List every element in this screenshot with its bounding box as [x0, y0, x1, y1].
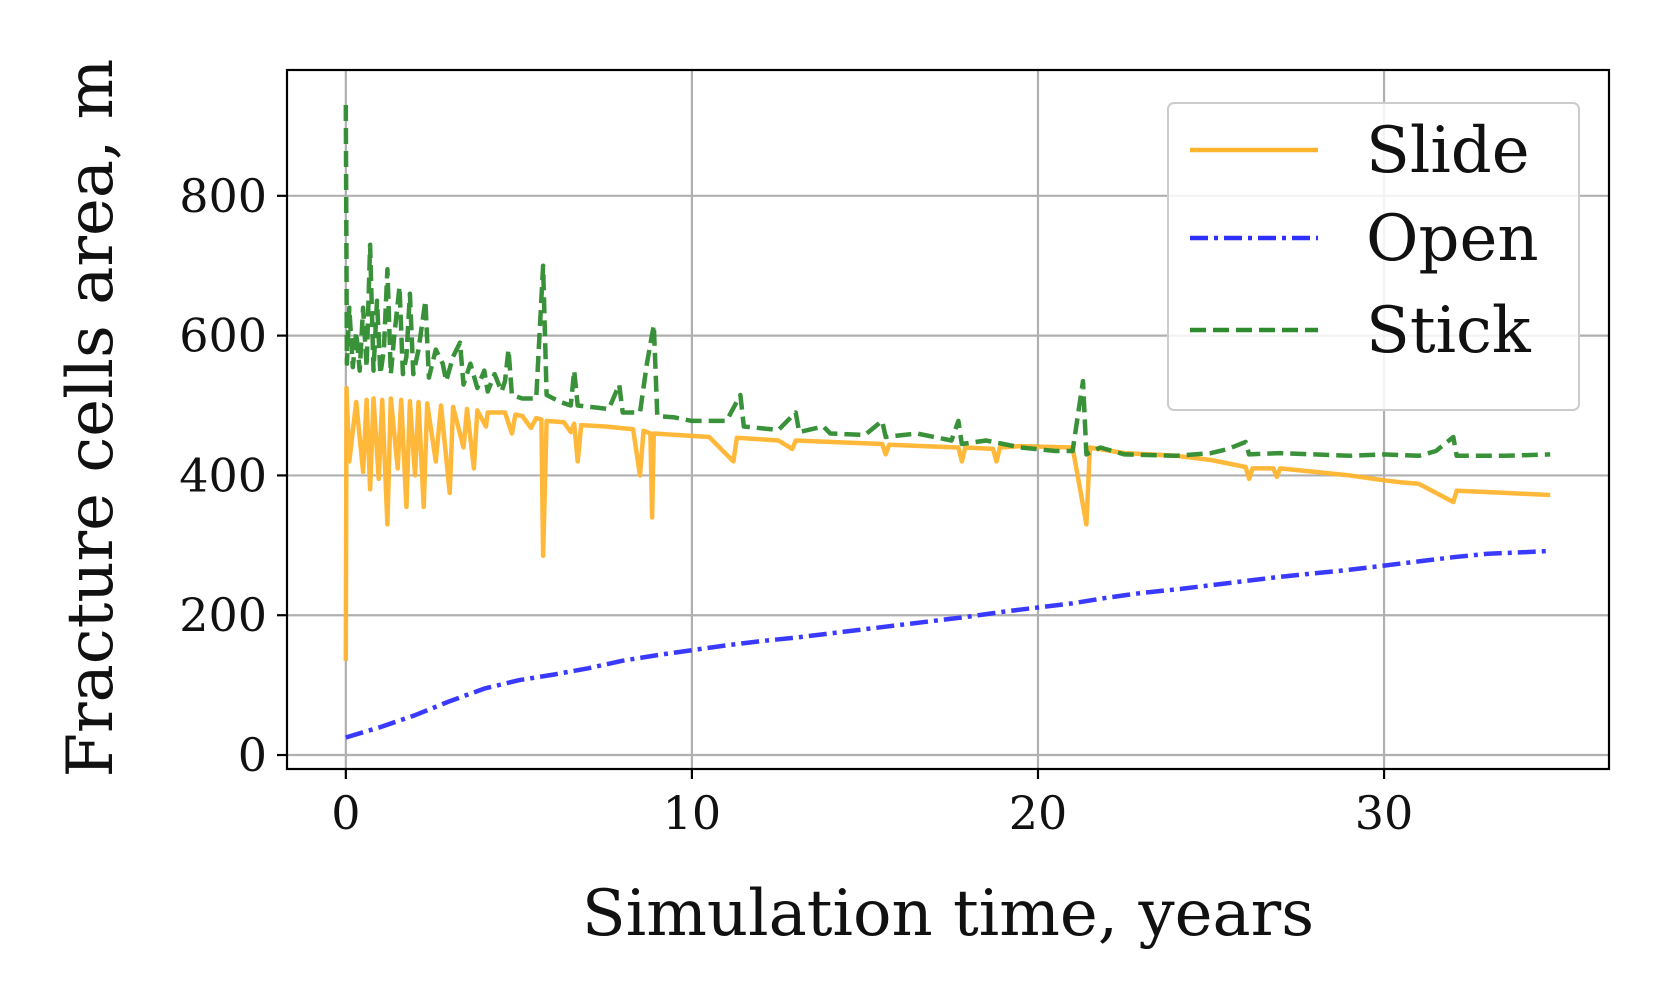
y-tick-label: 600 — [179, 309, 267, 363]
y-tick-label: 0 — [238, 728, 267, 782]
legend-label-open: Open — [1366, 202, 1539, 276]
axis-ticks: 0 10 20 30 0 200 400 600 800 — [179, 169, 1413, 840]
x-tick-label: 10 — [663, 786, 722, 840]
x-tick-label: 20 — [1009, 786, 1068, 840]
legend-box — [1167, 102, 1580, 411]
x-tick-label: 30 — [1355, 786, 1414, 840]
y-tick-label: 400 — [179, 448, 267, 502]
series-line-open — [345, 548, 1551, 740]
y-tick-label: 800 — [179, 169, 267, 223]
legend-label-stick: Stick — [1366, 294, 1532, 368]
x-tick-label: 0 — [331, 786, 360, 840]
y-axis-label: Fracture cells area, m — [54, 59, 128, 778]
x-axis-label: Simulation time, years — [582, 877, 1314, 951]
y-tick-label: 200 — [179, 588, 267, 642]
series-line-stick — [343, 104, 1551, 459]
series-line-slide — [343, 385, 1551, 661]
legend: Slide Open Stick — [1167, 102, 1580, 411]
series-group — [343, 104, 1551, 740]
plot-frame — [285, 68, 1611, 771]
legend-label-slide: Slide — [1366, 114, 1530, 188]
